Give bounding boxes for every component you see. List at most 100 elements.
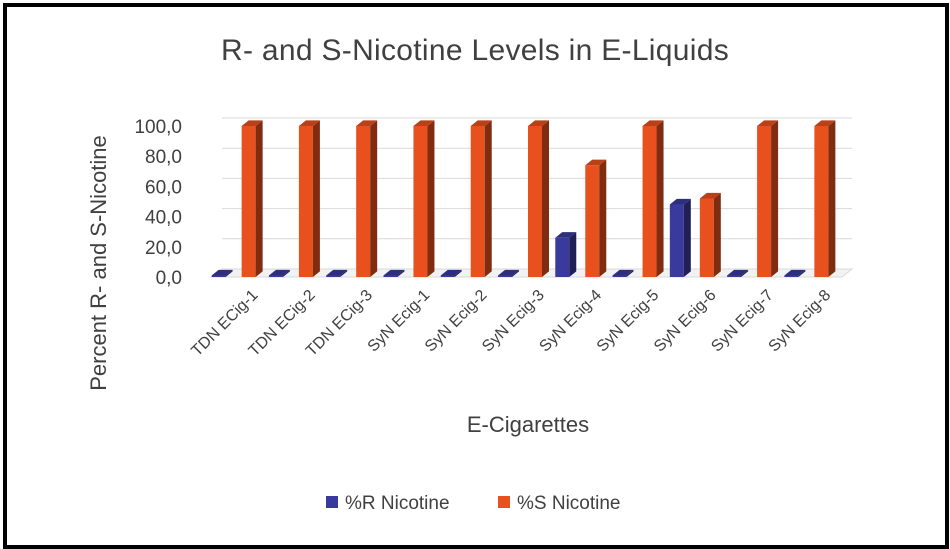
bar-front xyxy=(727,275,742,277)
bar-top xyxy=(757,120,779,126)
bar xyxy=(413,120,435,278)
bar-top xyxy=(268,269,290,276)
bar xyxy=(383,269,405,277)
bar-side xyxy=(255,120,263,278)
bar-front xyxy=(612,275,627,277)
bar-top xyxy=(326,269,348,276)
bar-side xyxy=(798,269,806,277)
bar-top xyxy=(727,269,749,276)
bar-front xyxy=(241,126,256,277)
y-tick-label: 40,0 xyxy=(145,208,182,229)
bar xyxy=(440,269,462,277)
bars xyxy=(211,120,836,278)
bar-front xyxy=(498,275,512,277)
bar-side xyxy=(312,120,320,278)
bar xyxy=(669,198,691,277)
bar-top xyxy=(211,269,233,276)
bar-top xyxy=(440,269,462,276)
bar xyxy=(241,120,263,278)
bar-side xyxy=(484,120,492,278)
bar-side xyxy=(512,269,519,277)
bar-side xyxy=(340,269,348,277)
bar xyxy=(784,269,806,277)
legend-label: %S Nicotine xyxy=(517,493,621,514)
bar xyxy=(699,192,721,277)
bar-side xyxy=(599,159,607,277)
bar-side xyxy=(569,232,577,277)
bar xyxy=(298,120,320,278)
y-tick-label: 80,0 xyxy=(145,147,182,168)
bar-front xyxy=(528,126,542,277)
bar-front xyxy=(268,275,283,277)
bar-top xyxy=(669,198,691,205)
bar-front xyxy=(784,275,799,277)
bar xyxy=(528,120,549,278)
chart-title: R- and S-Nicotine Levels in E-Liquids xyxy=(220,34,729,67)
bar-side xyxy=(828,120,836,278)
bar-top xyxy=(298,120,320,126)
bar-top xyxy=(642,120,664,126)
bar xyxy=(642,120,664,278)
bar-top xyxy=(585,159,607,166)
y-tick-label: 60,0 xyxy=(145,177,182,198)
bar xyxy=(757,120,779,278)
bar-front xyxy=(356,126,371,277)
bar-front xyxy=(814,126,829,277)
x-tick-label: SyN Ecig-8 xyxy=(766,287,835,356)
legend: %R Nicotine %S Nicotine xyxy=(326,493,621,514)
bar-front xyxy=(757,126,772,277)
bar-side xyxy=(370,120,378,278)
bar-side xyxy=(771,120,779,278)
bar-front xyxy=(642,126,657,277)
bar-top xyxy=(413,120,435,126)
bar-side xyxy=(626,269,634,277)
bar-top xyxy=(470,120,492,126)
bar-side xyxy=(656,120,664,278)
bar xyxy=(612,269,634,277)
bar-top xyxy=(784,269,806,276)
bar xyxy=(268,269,290,277)
bar-front xyxy=(211,275,226,277)
bar xyxy=(498,269,519,277)
bar xyxy=(356,120,378,278)
bar-side xyxy=(397,269,405,277)
bar xyxy=(326,269,348,277)
bar-top xyxy=(241,120,263,126)
bar xyxy=(814,120,836,278)
bar-front xyxy=(555,237,570,277)
bar xyxy=(555,232,577,277)
bar-side xyxy=(225,269,233,277)
bar-front xyxy=(298,126,313,277)
bar-top xyxy=(528,120,549,126)
bar-top xyxy=(612,269,634,276)
bar xyxy=(211,269,233,277)
y-tick-labels: 0,0 20,0 40,0 60,0 80,0 100,0 xyxy=(134,117,182,289)
bar-top xyxy=(498,269,519,276)
bar-side xyxy=(741,269,749,277)
bar xyxy=(727,269,749,277)
bar-top xyxy=(555,232,577,238)
legend-item: %R Nicotine xyxy=(326,493,450,514)
bar-front xyxy=(669,204,684,277)
bar-top xyxy=(383,269,405,276)
legend-item: %S Nicotine xyxy=(498,493,621,514)
bar-front xyxy=(383,275,398,277)
legend-swatch xyxy=(326,496,338,508)
y-tick-label: 0,0 xyxy=(156,268,182,289)
y-tick-label: 100,0 xyxy=(134,117,182,138)
legend-label: %R Nicotine xyxy=(345,493,450,514)
bar xyxy=(470,120,492,278)
bar-front xyxy=(470,126,485,277)
y-axis-label: Percent R- and S-Nicotine xyxy=(86,135,111,391)
bar-side xyxy=(683,198,691,277)
bar-front xyxy=(440,275,455,277)
bar-side xyxy=(427,120,435,278)
bar-front xyxy=(326,275,341,277)
bar-top xyxy=(356,120,378,126)
x-axis-label: E-Cigarettes xyxy=(467,412,589,437)
bar-front xyxy=(699,198,714,277)
bar-front xyxy=(413,126,428,277)
bar-side xyxy=(542,120,549,278)
bar-side xyxy=(713,192,721,277)
